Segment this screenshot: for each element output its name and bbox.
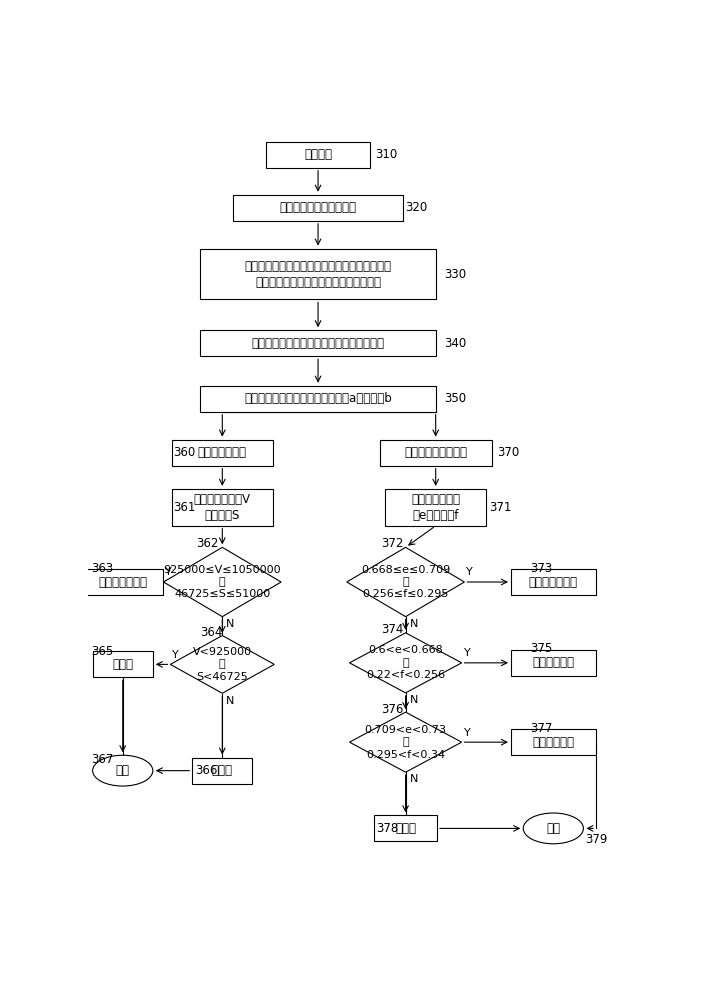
Text: 320: 320 [405,201,428,214]
Ellipse shape [523,813,583,844]
Text: N: N [409,619,418,629]
Text: 371: 371 [489,501,512,514]
Text: Y: Y [165,567,172,577]
Text: N: N [226,619,234,629]
Text: 925000≤V≤1050000
且
46725≤S≤51000: 925000≤V≤1050000 且 46725≤S≤51000 [164,565,281,599]
Polygon shape [347,547,465,617]
Text: N: N [409,695,418,705]
Text: 鸭蛋大小的分级: 鸭蛋大小的分级 [198,446,247,459]
Text: 结束: 结束 [116,764,130,777]
Text: 较圆润的鸭蛋: 较圆润的鸭蛋 [532,656,574,669]
FancyBboxPatch shape [172,440,273,466]
Polygon shape [349,633,462,693]
Text: 大鸭蛋: 大鸭蛋 [212,764,233,777]
Text: V<925000
或
S<46725: V<925000 或 S<46725 [193,647,252,682]
FancyBboxPatch shape [201,386,436,412]
Text: 计算鸭蛋的离心
率e和湘圆率f: 计算鸭蛋的离心 率e和湘圆率f [411,493,460,522]
Text: 330: 330 [444,267,466,280]
Text: 0.668≤e≤0.709
且
0.256≤f≤0.295: 0.668≤e≤0.709 且 0.256≤f≤0.295 [361,565,450,599]
FancyBboxPatch shape [233,195,403,221]
Text: 0.709<e<0.73
或
0.295<f<0.34: 0.709<e<0.73 或 0.295<f<0.34 [364,725,447,760]
FancyBboxPatch shape [82,569,163,595]
Text: 363: 363 [91,562,113,575]
Text: 结束: 结束 [546,822,561,835]
Text: 裁剪出单枚产地鸭蛋图像: 裁剪出单枚产地鸭蛋图像 [280,201,357,214]
Text: 379: 379 [585,833,607,846]
Text: 364: 364 [201,626,223,639]
Text: Y: Y [464,728,470,738]
Text: 0.6<e<0.668
或
0.22<f<0.256: 0.6<e<0.668 或 0.22<f<0.256 [366,645,445,680]
Text: 367: 367 [91,753,114,766]
FancyBboxPatch shape [511,569,596,595]
Text: 读取图像: 读取图像 [304,148,332,161]
Text: 372: 372 [381,537,404,550]
FancyBboxPatch shape [374,815,437,841]
Text: N: N [409,774,418,784]
Ellipse shape [92,755,152,786]
Text: 376: 376 [381,703,404,716]
Text: 较扁平的鸭蛋: 较扁平的鸭蛋 [532,736,574,749]
Text: Y: Y [172,650,179,660]
Text: 370: 370 [498,446,520,459]
Text: 375: 375 [530,642,553,655]
FancyBboxPatch shape [385,489,486,526]
Text: 中等大小的鸭蛋: 中等大小的鸭蛋 [98,576,148,588]
Text: 378: 378 [376,822,399,835]
FancyBboxPatch shape [201,249,436,299]
Text: 373: 373 [530,562,553,575]
Text: 小鸭蛋: 小鸭蛋 [112,658,133,671]
Text: 异形蛋: 异形蛋 [395,822,416,835]
Text: 360: 360 [173,446,196,459]
FancyBboxPatch shape [201,330,436,356]
FancyBboxPatch shape [511,729,596,755]
Text: 鸭蛋扁平程度的分级: 鸭蛋扁平程度的分级 [405,446,467,459]
Text: 对鸭蛋图像进行灰度化，移去边缘图像，中値滤
波，二値化，填充孔洞，腑蚀膨胀去毛刺: 对鸭蛋图像进行灰度化，移去边缘图像，中値滤 波，二値化，填充孔洞，腑蚀膨胀去毛刺 [244,259,392,288]
Text: 365: 365 [91,645,113,658]
Text: 310: 310 [376,148,397,161]
FancyBboxPatch shape [192,758,253,784]
Text: Y: Y [464,648,470,658]
Polygon shape [164,547,281,617]
Text: 计算鸭蛋的体积V
和表面积S: 计算鸭蛋的体积V 和表面积S [194,493,251,522]
Text: Y: Y [467,567,473,577]
Polygon shape [170,636,274,693]
FancyBboxPatch shape [172,489,273,526]
FancyBboxPatch shape [266,142,370,168]
Text: 340: 340 [444,337,466,350]
FancyBboxPatch shape [92,651,152,677]
Text: 350: 350 [444,392,466,405]
Text: 提取鸭蛋的边缘坐标，最小二乘法湘圆拟合: 提取鸭蛋的边缘坐标，最小二乘法湘圆拟合 [251,337,385,350]
Text: 377: 377 [530,722,553,735]
Text: 362: 362 [196,537,219,550]
Text: 374: 374 [381,623,404,636]
Text: 366: 366 [195,764,217,777]
Polygon shape [349,712,462,772]
Text: 扁平适中的鸭蛋: 扁平适中的鸭蛋 [529,576,578,588]
FancyBboxPatch shape [511,650,596,676]
Text: 361: 361 [173,501,196,514]
Text: 通过湘圆方程，得到湘圆的长半轴a和短半轴b: 通过湘圆方程，得到湘圆的长半轴a和短半轴b [244,392,392,405]
Text: N: N [226,696,234,706]
FancyBboxPatch shape [380,440,492,466]
